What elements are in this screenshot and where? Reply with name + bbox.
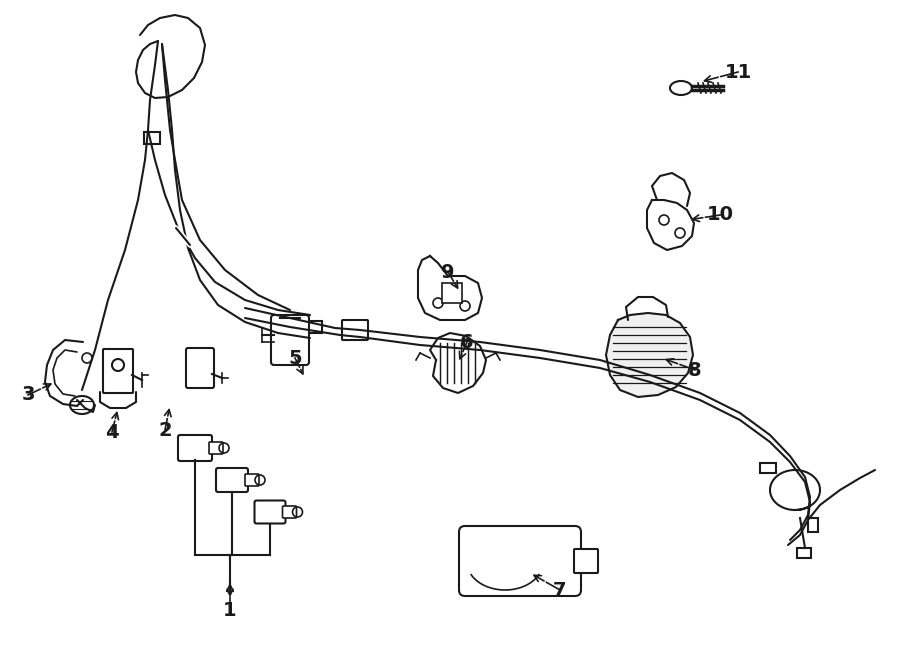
FancyBboxPatch shape: [574, 549, 598, 573]
Text: 10: 10: [706, 205, 733, 224]
Polygon shape: [418, 256, 482, 320]
FancyBboxPatch shape: [459, 526, 581, 596]
FancyBboxPatch shape: [209, 442, 223, 454]
Bar: [797, 548, 811, 558]
FancyBboxPatch shape: [103, 349, 133, 393]
Text: 6: 6: [460, 332, 473, 352]
FancyBboxPatch shape: [216, 468, 248, 492]
Text: 9: 9: [441, 263, 454, 281]
FancyBboxPatch shape: [186, 348, 214, 388]
Text: 7: 7: [554, 581, 567, 600]
Bar: [442, 283, 462, 303]
Bar: [144, 132, 160, 144]
Text: 3: 3: [22, 385, 35, 404]
FancyBboxPatch shape: [283, 506, 296, 518]
Polygon shape: [606, 313, 693, 397]
Text: 5: 5: [288, 348, 302, 367]
FancyBboxPatch shape: [178, 435, 212, 461]
Bar: [808, 518, 818, 532]
FancyBboxPatch shape: [342, 320, 368, 340]
Text: 8: 8: [688, 361, 702, 379]
Bar: [760, 463, 776, 473]
FancyBboxPatch shape: [255, 500, 285, 524]
Text: 1: 1: [223, 600, 237, 620]
FancyBboxPatch shape: [271, 315, 309, 365]
FancyBboxPatch shape: [245, 474, 259, 486]
Polygon shape: [647, 200, 694, 250]
Text: 4: 4: [105, 422, 119, 442]
Ellipse shape: [670, 81, 692, 95]
Text: 2: 2: [158, 420, 172, 440]
Bar: [298, 321, 322, 333]
Text: 11: 11: [724, 62, 751, 81]
